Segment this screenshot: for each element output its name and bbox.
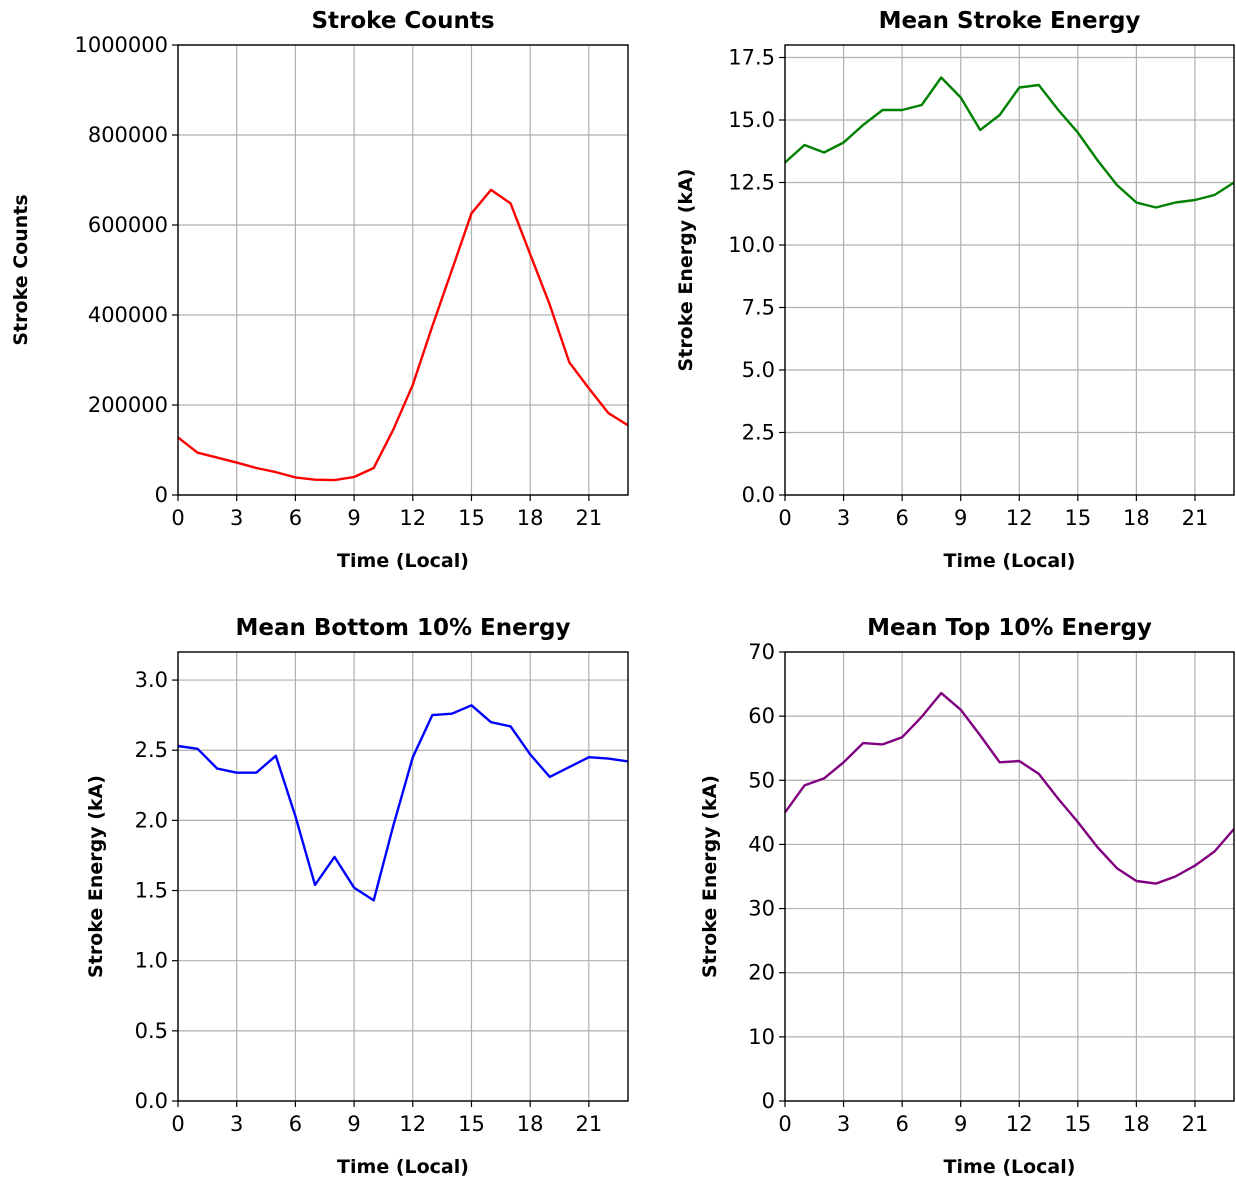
y-tick-label: 60	[748, 704, 775, 728]
x-tick-label: 3	[837, 1112, 850, 1136]
y-tick-label: 40	[748, 832, 775, 856]
y-tick-label: 2.5	[135, 738, 168, 762]
y-tick-label: 20	[748, 961, 775, 985]
x-tick-label: 6	[289, 1112, 302, 1136]
y-tick-label: 0.0	[135, 1089, 168, 1113]
x-tick-label: 0	[778, 506, 791, 530]
x-tick-label: 3	[230, 1112, 243, 1136]
series-line-stroke-counts	[177, 188, 629, 482]
x-tick-label: 0	[778, 1112, 791, 1136]
y-tick-label: 17.5	[728, 46, 775, 70]
x-tick-label: 6	[289, 506, 302, 530]
plot-frame	[177, 651, 629, 1102]
x-tick-label: 21	[1182, 1112, 1209, 1136]
x-axis-label: Time (Local)	[337, 550, 469, 572]
y-axis-label: Stroke Energy (kA)	[699, 775, 721, 978]
y-tick-label: 12.5	[728, 171, 775, 195]
y-tick-label: 5.0	[742, 358, 775, 382]
x-tick-label: 21	[576, 506, 603, 530]
y-axis-label: Stroke Energy (kA)	[675, 169, 697, 372]
y-tick-label: 1.5	[135, 879, 168, 903]
x-tick-label: 12	[1006, 506, 1033, 530]
plot-frame	[784, 44, 1235, 496]
x-tick-label: 0	[171, 1112, 184, 1136]
chart-title: Mean Stroke Energy	[879, 8, 1141, 34]
y-tick-label: 200000	[88, 393, 168, 417]
x-tick-label: 18	[517, 506, 544, 530]
y-tick-label: 0.0	[742, 483, 775, 507]
x-tick-label: 21	[1182, 506, 1209, 530]
y-tick-label: 70	[748, 640, 775, 664]
chart-title: Mean Top 10% Energy	[867, 615, 1152, 641]
panel-mean-bottom-energy: 0 3 6 9 12 15 18 21 0.0 0.5 1.0 1.5 2.0 2.5 3.0 Mean Bo…	[85, 615, 629, 1178]
y-tick-label: 800000	[88, 123, 168, 147]
x-axis-label: Time (Local)	[944, 550, 1076, 572]
panel-stroke-counts: 0 3 6 9 12 15 18 21 0 200000 400000 600000 800000 100…	[10, 8, 629, 572]
x-tick-label: 9	[954, 1112, 967, 1136]
x-tick-label: 12	[1006, 1112, 1033, 1136]
x-tick-label: 9	[954, 506, 967, 530]
x-tick-label: 9	[347, 1112, 360, 1136]
plot-frame	[177, 44, 629, 496]
y-tick-label: 3.0	[135, 668, 168, 692]
x-tick-label: 9	[347, 506, 360, 530]
y-tick-label: 50	[748, 768, 775, 792]
x-tick-label: 12	[399, 1112, 426, 1136]
panel-mean-stroke-energy: 0 3 6 9 12 15 18 21 0.0 2.5 5.0 7.5 10.0 12.5 15.0 17.5…	[675, 8, 1235, 572]
x-tick-label: 6	[895, 1112, 908, 1136]
y-tick-label: 10	[748, 1025, 775, 1049]
chart-title: Mean Bottom 10% Energy	[235, 615, 570, 641]
y-tick-label: 1.0	[135, 949, 168, 973]
panel-mean-top-energy: 0 3 6 9 12 15 18 21 0 10 20 30 40 50 60 70 Mean Top 10% …	[699, 615, 1235, 1178]
y-tick-label: 2.5	[742, 421, 775, 445]
x-tick-label: 15	[1064, 506, 1091, 530]
y-axis-label: Stroke Energy (kA)	[85, 775, 107, 978]
x-tick-label: 15	[458, 506, 485, 530]
y-axis-label: Stroke Counts	[10, 194, 32, 345]
y-tick-label: 30	[748, 897, 775, 921]
y-tick-label: 15.0	[728, 108, 775, 132]
y-tick-label: 7.5	[742, 296, 775, 320]
x-tick-label: 3	[230, 506, 243, 530]
y-tick-label: 600000	[88, 213, 168, 237]
x-tick-label: 21	[576, 1112, 603, 1136]
y-tick-label: 1000000	[74, 33, 168, 57]
plot-frame	[784, 651, 1235, 1102]
x-tick-label: 6	[895, 506, 908, 530]
y-tick-label: 2.0	[135, 808, 168, 832]
x-axis-label: Time (Local)	[944, 1156, 1076, 1178]
x-tick-label: 18	[1123, 1112, 1150, 1136]
y-tick-label: 400000	[88, 303, 168, 327]
y-tick-label: 10.0	[728, 233, 775, 257]
x-tick-label: 3	[837, 506, 850, 530]
y-tick-label: 0	[762, 1089, 775, 1113]
y-tick-label: 0	[155, 483, 168, 507]
x-tick-label: 15	[458, 1112, 485, 1136]
x-axis-label: Time (Local)	[337, 1156, 469, 1178]
series-line-mean-top-energy	[784, 691, 1235, 885]
series-line-mean-stroke-energy	[784, 76, 1235, 209]
chart-title: Stroke Counts	[311, 8, 494, 34]
series-line-mean-bottom-energy	[177, 704, 629, 902]
x-tick-label: 12	[399, 506, 426, 530]
x-tick-label: 18	[1123, 506, 1150, 530]
x-tick-label: 15	[1064, 1112, 1091, 1136]
x-tick-label: 0	[171, 506, 184, 530]
y-tick-label: 0.5	[135, 1019, 168, 1043]
x-tick-label: 18	[517, 1112, 544, 1136]
